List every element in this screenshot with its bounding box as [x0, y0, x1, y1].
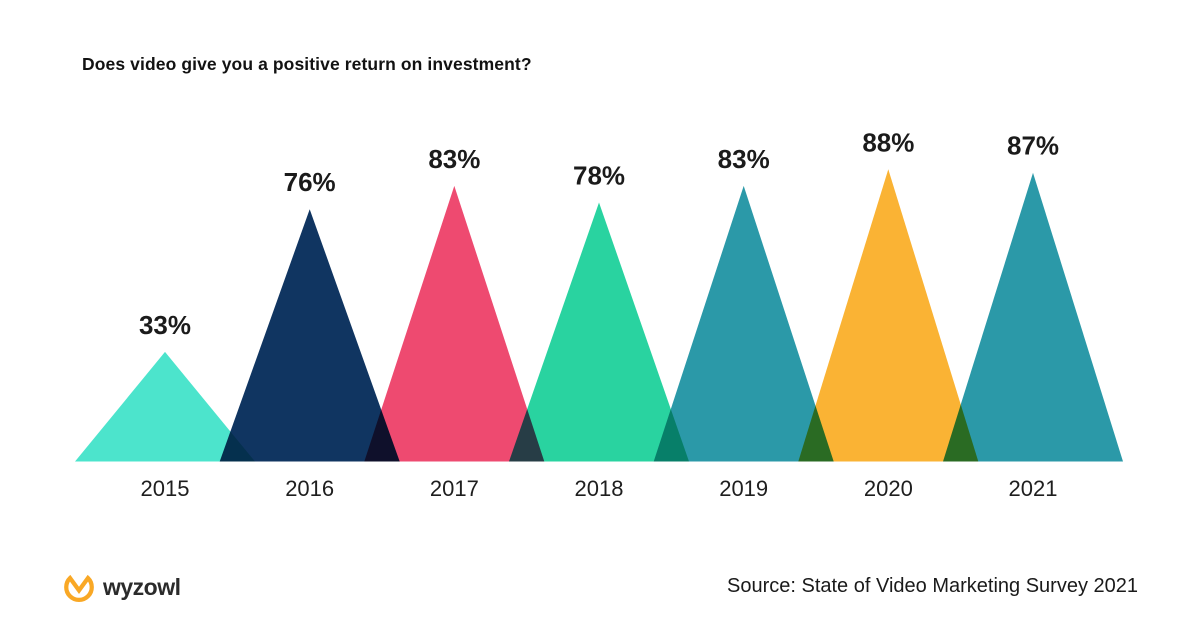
year-label-2016: 2016: [285, 476, 334, 501]
value-label-2017: 83%: [428, 144, 480, 174]
year-label-2020: 2020: [864, 476, 913, 501]
wyzowl-logo-text: wyzowl: [103, 573, 181, 600]
year-label-2021: 2021: [1009, 476, 1058, 501]
value-label-2018: 78%: [573, 161, 625, 191]
triangle-2020: [798, 169, 979, 462]
value-label-2020: 88%: [862, 127, 914, 157]
source-attribution: Source: State of Video Marketing Survey …: [727, 575, 1138, 597]
footer: wyzowl Source: State of Video Marketing …: [0, 566, 1196, 606]
triangle-2017: [364, 185, 545, 462]
chart-title: Does video give you a positive return on…: [82, 54, 532, 74]
year-label-2019: 2019: [719, 476, 768, 501]
value-label-2015: 33%: [139, 310, 191, 340]
triangle-2018: [509, 202, 689, 462]
value-label-2016: 76%: [284, 167, 336, 197]
value-label-2019: 83%: [718, 144, 770, 174]
wyzowl-logo: wyzowl: [62, 570, 181, 604]
triangle-2019: [653, 185, 834, 462]
triangle-2016: [219, 209, 400, 462]
triangle-2021: [943, 172, 1123, 462]
year-label-2015: 2015: [141, 476, 190, 501]
year-label-2017: 2017: [430, 476, 479, 501]
triangle-2015: [75, 351, 255, 462]
value-label-2021: 87%: [1007, 131, 1059, 161]
wyzowl-owl-icon: [64, 574, 94, 602]
year-label-2018: 2018: [575, 476, 624, 501]
